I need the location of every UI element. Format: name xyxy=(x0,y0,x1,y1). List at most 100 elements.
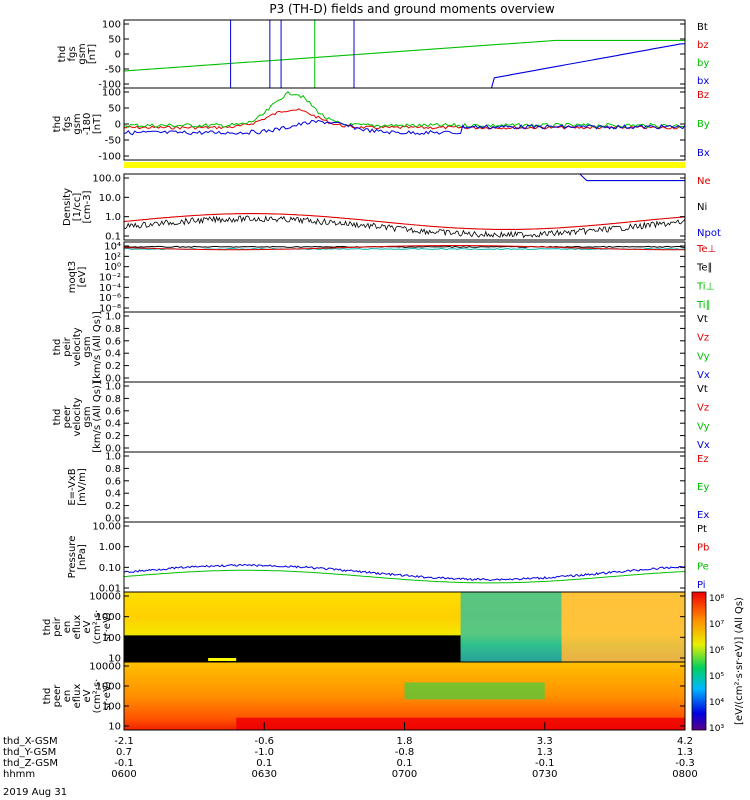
legend-entry: Vt xyxy=(697,314,708,325)
panel-5: 1.00.80.6 0.40.2 0.0 thd peir velocity gsm [km/… xyxy=(52,311,710,384)
ylabel-line: E=-VxB xyxy=(67,468,78,505)
ylabel-line: thd xyxy=(52,116,63,133)
ytick-label: -50 xyxy=(105,65,121,76)
ylabel-line: peir xyxy=(62,336,73,356)
spectrogram-region xyxy=(561,592,685,662)
ytick-label: 10000 xyxy=(89,662,121,673)
ytick-label: 0.0 xyxy=(105,514,121,525)
ytick-label: 0.0 xyxy=(105,374,121,385)
legend-entry: Te∥ xyxy=(696,263,713,274)
status-bar xyxy=(124,162,685,168)
panel-frame xyxy=(123,241,686,313)
xtick-label: -0.3 xyxy=(675,758,695,769)
trace-bx xyxy=(124,43,685,89)
ytick-label: 10.00 xyxy=(92,522,121,533)
trace-npot xyxy=(124,173,685,182)
xtick-label: -1.0 xyxy=(254,747,274,758)
ylabel-line: gsm xyxy=(82,336,93,357)
legend-entry: Bx xyxy=(697,148,710,159)
xtick-label: 0.7 xyxy=(116,747,132,758)
ytick-label: -100 xyxy=(98,80,121,91)
ytick-label: 10² xyxy=(104,252,121,263)
ytick-label: 100 xyxy=(102,702,121,713)
legend-entry: Vz xyxy=(697,333,709,344)
panel-frame xyxy=(123,87,686,161)
ytick-label: 10⁴ xyxy=(104,242,121,253)
xtick-label: 1.8 xyxy=(397,736,413,747)
ytick-label: 1.0 xyxy=(105,212,121,223)
spectrogram-region xyxy=(460,592,562,662)
legend-entry: By xyxy=(697,119,710,130)
legend-entry: Ey xyxy=(697,482,709,493)
trace-tepar xyxy=(123,245,686,248)
xrow-label: thd_X-GSM xyxy=(3,736,58,747)
xtick-label: -0.1 xyxy=(535,758,555,769)
colorbar-tick: 10⁸ xyxy=(709,594,724,604)
legend-entry: Bt xyxy=(697,22,708,33)
ylabel-line: [nT] xyxy=(87,44,98,64)
ytick-label: 100 xyxy=(102,20,121,31)
ylabel-line: gsm xyxy=(77,43,88,64)
ylabel-line: moqt3 xyxy=(67,261,78,294)
ylabel-line: [nT] xyxy=(92,114,103,134)
xtick-label: 0600 xyxy=(111,769,136,780)
spectrogram-gap xyxy=(124,635,461,662)
ytick-label: 0.8 xyxy=(105,464,121,475)
ylabel-line: eV xyxy=(82,689,93,702)
ytick-label: 0.01 xyxy=(99,584,121,595)
panel-1: 100 50 0 -50 -100 thd fgs gsm [nT] Bt bz by bx xyxy=(57,19,709,91)
xtick-label: -0.6 xyxy=(254,736,274,747)
ytick-label: 1000 xyxy=(96,612,121,623)
date-label: 2019 Aug 31 xyxy=(3,787,67,798)
trace-by xyxy=(123,91,686,129)
ylabel-line: -180 xyxy=(82,113,93,136)
xtick-label: 3.3 xyxy=(537,736,553,747)
ytick-label: 10 xyxy=(108,654,121,665)
ytick-label: 0.6 xyxy=(105,476,121,487)
legend-entry: Ez xyxy=(697,454,709,465)
ytick-label: 0.8 xyxy=(105,394,121,405)
ylabel-line: sr·eV) xyxy=(102,612,113,641)
ylabel-line: eflux xyxy=(72,615,83,640)
xtick-label: 0730 xyxy=(532,769,557,780)
ylabel-line: Density xyxy=(62,188,73,226)
ytick-label: 1000 xyxy=(96,682,121,693)
ylabel-line: [km/s (All Qs)] xyxy=(92,381,103,453)
ylabel-line: gsm xyxy=(72,113,83,134)
ytick-label: 1.0 xyxy=(105,312,121,323)
xrow-label: thd_Y-GSM xyxy=(3,747,56,758)
ytick-label: 10⁰ xyxy=(104,262,121,273)
ylabel-line: peer xyxy=(62,405,73,429)
ylabel-line: velocity xyxy=(72,397,83,436)
ytick-label: 1.0 xyxy=(105,452,121,463)
panel-frame xyxy=(123,311,686,383)
colorbar-tick: 10⁵ xyxy=(709,672,724,682)
ytick-label: 10⁻⁸ xyxy=(99,304,121,315)
colorbar-gradient xyxy=(691,591,707,731)
legend-entry: Pe xyxy=(697,561,709,572)
ylabel-line: [1/cc] xyxy=(72,193,83,222)
legend-entry: Vy xyxy=(697,421,710,432)
ytick-label: 0.1 xyxy=(105,232,121,243)
ytick-label: 100 xyxy=(102,633,121,644)
panel-frame xyxy=(123,381,686,453)
ylabel-line: thd xyxy=(52,339,63,356)
ylabel-line: peer xyxy=(52,684,63,708)
ytick-label: 0 xyxy=(115,120,121,131)
colorbar-tick: 10⁴ xyxy=(709,698,724,708)
trace-by xyxy=(123,39,685,72)
ytick-label: 0.8 xyxy=(105,324,121,335)
panel-frame xyxy=(123,173,686,241)
legend-entry: Pi xyxy=(697,580,706,591)
ytick-label: 0.10 xyxy=(99,563,121,574)
legend-entry: Ni xyxy=(697,202,707,213)
xtick-label: 4.2 xyxy=(677,736,693,747)
ytick-label: 10⁻² xyxy=(99,273,121,284)
ylabel-line: [km/s (All Qs)] xyxy=(92,311,103,383)
panel-8: 10.00 1.00 0.10 0.01 Pressure [nPa] Pt Pb Pe Pi xyxy=(67,521,709,595)
panel-10: 10000 1000 100 10 thd peer en eflux eV (cm²·s· sr·… xyxy=(42,661,686,733)
legend-entry: Pt xyxy=(697,524,707,535)
ylabel-line: Pressure xyxy=(67,536,78,579)
colorbar-tick: 10⁶ xyxy=(709,646,724,656)
